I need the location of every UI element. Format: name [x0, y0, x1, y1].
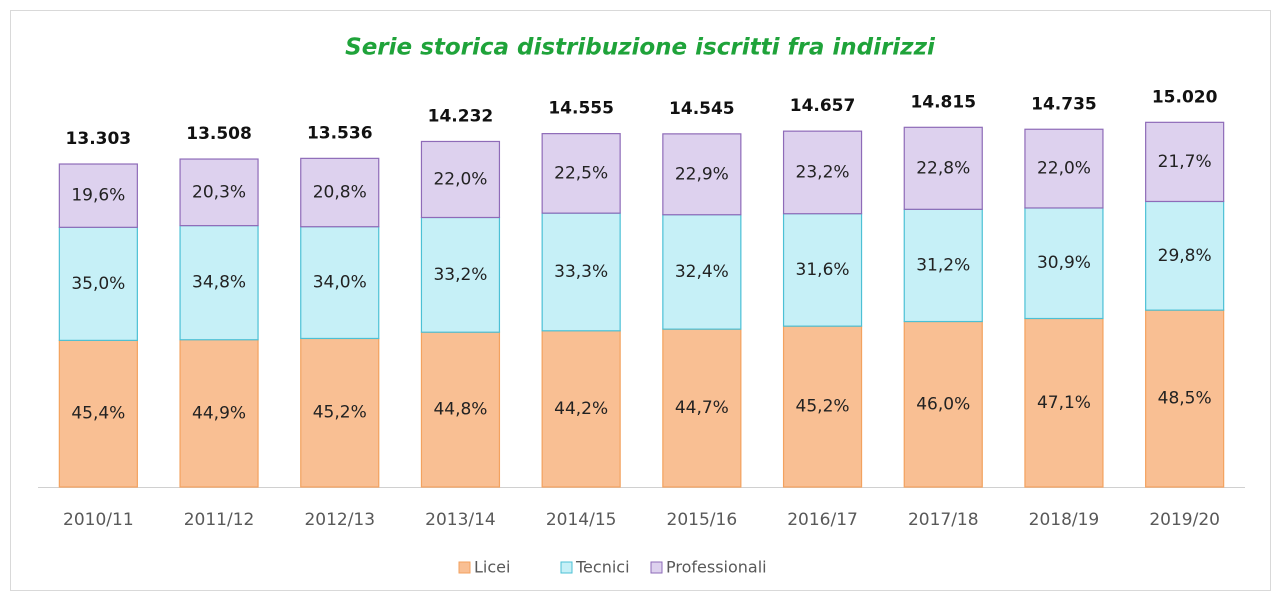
legend-swatch — [458, 561, 471, 574]
bar-segment — [300, 226, 380, 340]
bar-segment — [300, 157, 380, 228]
total-label: 13.303 — [66, 129, 132, 149]
data-label: 20,8% — [313, 183, 367, 203]
x-tick-label: 2017/18 — [908, 510, 979, 530]
bar-segment — [1145, 121, 1225, 203]
total-label: 13.508 — [186, 124, 252, 144]
data-label: 33,2% — [433, 265, 487, 285]
data-label: 44,2% — [554, 399, 608, 419]
x-tick-label: 2016/17 — [787, 510, 858, 530]
total-label: 14.735 — [1031, 94, 1097, 114]
bar-segment — [903, 320, 983, 488]
data-label: 46,0% — [916, 394, 970, 414]
bar-segment — [1145, 309, 1225, 488]
data-label: 22,5% — [554, 163, 608, 183]
total-label: 15.020 — [1152, 87, 1218, 107]
total-label: 14.545 — [669, 99, 735, 119]
data-label: 44,7% — [675, 398, 729, 418]
chart-title: Serie storica distribuzione iscritti fra… — [345, 35, 936, 61]
data-label: 44,8% — [433, 400, 487, 420]
bar-segment — [782, 325, 863, 488]
x-tick-label: 2018/19 — [1029, 510, 1100, 530]
data-label: 45,2% — [796, 397, 850, 417]
total-label: 14.232 — [428, 106, 494, 126]
bar-segment — [903, 126, 983, 210]
bar-segment — [1024, 207, 1104, 320]
legend-label: Tecnici — [575, 558, 630, 577]
data-label: 48,5% — [1158, 389, 1212, 409]
bar-segment — [420, 216, 501, 333]
legend-label: Licei — [474, 558, 510, 577]
bar-segment — [662, 214, 742, 330]
data-label: 44,9% — [192, 403, 246, 423]
x-tick-label: 2013/14 — [425, 510, 496, 530]
bar-segment — [662, 328, 742, 488]
data-label: 19,6% — [71, 186, 125, 206]
bar-segment — [541, 212, 621, 332]
data-label: 22,8% — [916, 158, 970, 178]
x-tick-label: 2015/16 — [667, 510, 738, 530]
data-label: 33,3% — [554, 262, 608, 282]
data-label: 20,3% — [192, 182, 246, 202]
data-label: 35,0% — [71, 274, 125, 294]
bar-segment — [179, 225, 259, 341]
bar-segment — [541, 330, 621, 488]
data-label: 31,2% — [916, 255, 970, 275]
total-label: 14.815 — [910, 92, 976, 112]
bar-segment — [420, 331, 501, 488]
x-tick-label: 2010/11 — [63, 510, 134, 530]
data-label: 22,9% — [675, 164, 729, 184]
legend-swatch — [560, 561, 573, 574]
data-label: 22,0% — [433, 169, 487, 189]
data-label: 34,8% — [192, 273, 246, 293]
legend-label: Professionali — [666, 558, 767, 577]
total-label: 14.555 — [548, 99, 614, 119]
bar-segment — [541, 133, 621, 214]
legend-swatch — [650, 561, 663, 574]
bar-segment — [1024, 128, 1104, 209]
data-label: 21,7% — [1158, 152, 1212, 172]
total-label: 14.657 — [790, 96, 856, 116]
bar-segment — [662, 133, 742, 216]
bar-segment — [782, 130, 863, 215]
bar-segment — [1024, 317, 1104, 488]
bar-segment — [782, 213, 863, 327]
data-label: 32,4% — [675, 262, 729, 282]
bar-segment — [58, 163, 138, 228]
data-label: 22,0% — [1037, 159, 1091, 179]
x-tick-label: 2012/13 — [304, 510, 375, 530]
bar-segment — [179, 158, 259, 227]
data-label: 31,6% — [796, 260, 850, 280]
bar-segment — [300, 337, 380, 488]
x-tick-label: 2011/12 — [184, 510, 255, 530]
bar-segment — [179, 339, 259, 488]
bar-segment — [420, 140, 501, 219]
data-label: 45,4% — [71, 404, 125, 424]
data-label: 45,2% — [313, 403, 367, 423]
x-tick-label: 2014/15 — [546, 510, 617, 530]
x-tick-label: 2019/20 — [1149, 510, 1220, 530]
data-label: 29,8% — [1158, 246, 1212, 266]
data-label: 34,0% — [313, 273, 367, 293]
data-label: 23,2% — [796, 162, 850, 182]
bar-segment — [58, 339, 138, 488]
total-label: 13.536 — [307, 123, 373, 143]
data-label: 30,9% — [1037, 253, 1091, 273]
bar-segment — [1145, 200, 1225, 311]
data-label: 47,1% — [1037, 393, 1091, 413]
